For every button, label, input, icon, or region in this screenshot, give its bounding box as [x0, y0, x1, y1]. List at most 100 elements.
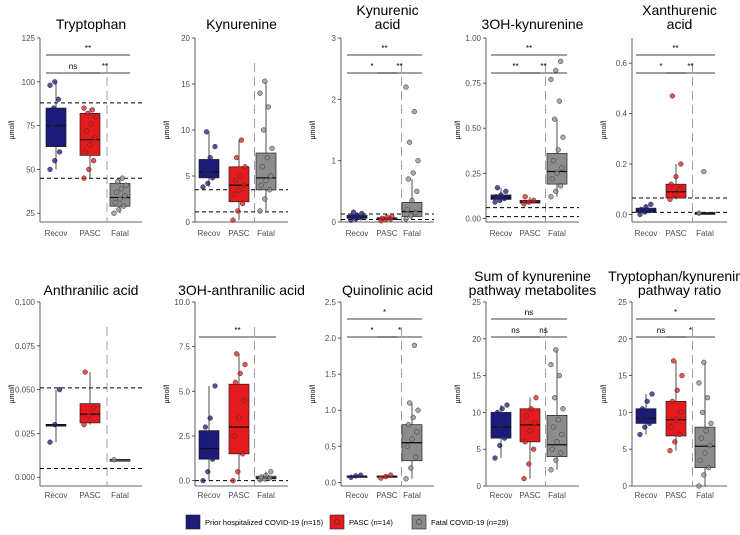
point-fatal: [550, 424, 557, 430]
point-fatal: [260, 127, 267, 133]
point-fatal: [557, 183, 564, 189]
point-pasc: [668, 424, 674, 430]
x-tick-label-pasc: PASC: [519, 229, 540, 238]
point-pasc: [676, 186, 683, 192]
x-tick-label-fatal: Fatal: [696, 491, 714, 500]
point-fatal: [415, 407, 421, 413]
point-fatal: [557, 58, 564, 65]
significance-label: **: [396, 62, 402, 71]
y-tick-label: 20: [472, 335, 481, 344]
significance-label: *: [370, 326, 373, 335]
x-tick-label-pasc: PASC: [665, 491, 686, 500]
point-pasc: [89, 107, 96, 113]
point-recov: [643, 204, 649, 210]
point-pasc: [530, 197, 537, 204]
point-fatal: [119, 175, 126, 181]
point-pasc: [81, 175, 87, 181]
x-tick-label-pasc: PASC: [79, 229, 100, 238]
x-tick-label-recov: Recov: [635, 229, 658, 238]
significance-label: **: [234, 326, 240, 335]
panel-title: Quinolinic acid: [342, 282, 433, 298]
point-recov: [53, 131, 59, 138]
significance-label: *: [674, 308, 677, 317]
point-fatal: [404, 443, 410, 449]
y-tick-label: 2.5: [179, 432, 191, 441]
point-fatal: [550, 158, 557, 164]
significance-label: ns: [69, 62, 77, 71]
point-fatal: [548, 361, 554, 368]
point-fatal: [410, 170, 416, 176]
panel-1: Tryptophan 25 50 75 100 125 µmol/l Recov PASC Fat…: [9, 16, 142, 238]
point-recov: [202, 424, 209, 430]
point-pasc: [81, 422, 87, 428]
point-pasc: [242, 164, 248, 170]
point-fatal: [112, 200, 118, 206]
significance-label: *: [370, 62, 373, 71]
point-fatal: [268, 173, 274, 179]
point-recov: [212, 143, 218, 150]
point-fatal: [264, 154, 270, 161]
point-pasc: [233, 351, 240, 357]
y-tick-label: 20: [181, 34, 190, 43]
y-axis-label: µmol/l: [455, 120, 462, 139]
panel-6: Anthranilic acid 0.000 0.025 0.050 0.075 0.10…: [9, 282, 142, 500]
box-pasc: [79, 113, 101, 156]
point-pasc: [231, 191, 237, 198]
panel-title-line-1: Tryptophan/kynurenine: [608, 268, 740, 284]
point-fatal: [415, 158, 421, 164]
x-tick-label-fatal: Fatal: [548, 229, 566, 238]
point-recov: [644, 398, 650, 405]
point-recov: [47, 166, 53, 173]
point-fatal: [696, 210, 702, 216]
point-fatal: [262, 196, 268, 202]
point-pasc: [678, 409, 684, 416]
point-fatal: [406, 400, 413, 406]
point-fatal: [549, 176, 555, 182]
point-pasc: [84, 110, 91, 117]
point-pasc: [235, 469, 241, 475]
point-pasc: [237, 370, 243, 377]
x-tick-label-fatal: Fatal: [548, 491, 566, 500]
point-pasc: [674, 387, 680, 393]
point-fatal: [554, 170, 560, 176]
point-recov: [56, 149, 63, 155]
point-pasc: [235, 208, 241, 214]
point-recov: [350, 209, 357, 215]
point-fatal: [258, 474, 264, 480]
panel-title-line-1: Sum of kynurenine: [474, 268, 591, 284]
point-fatal: [551, 395, 558, 401]
point-fatal: [555, 417, 561, 423]
y-tick-label: 10.0: [174, 298, 190, 307]
point-recov: [59, 110, 65, 117]
point-pasc: [231, 433, 237, 439]
y-tick-label: 15: [618, 372, 627, 381]
point-recov: [56, 386, 63, 393]
y-tick-label: 25: [472, 298, 481, 307]
point-pasc: [383, 473, 389, 480]
panel-7: 3OH-anthranilic acid 0.0 2.5 5.0 7.5 10.0 µmol…: [164, 282, 305, 500]
point-fatal: [408, 465, 414, 471]
point-pasc: [87, 142, 93, 148]
point-recov: [200, 184, 206, 190]
y-axis-label: µmol/l: [455, 384, 462, 403]
y-tick-label: 25: [618, 298, 627, 307]
y-tick-label: 0.75: [465, 79, 481, 88]
point-recov: [349, 213, 355, 220]
point-fatal: [696, 483, 702, 489]
y-tick-label: 5: [623, 445, 628, 454]
significance-label: *: [659, 62, 662, 71]
point-recov: [494, 185, 501, 191]
point-pasc: [378, 475, 384, 481]
y-tick-label: 1: [332, 157, 337, 166]
point-pasc: [673, 173, 679, 180]
point-recov: [638, 206, 644, 213]
point-fatal: [405, 176, 412, 182]
point-recov: [639, 406, 646, 412]
point-fatal: [701, 168, 707, 175]
point-fatal: [549, 446, 555, 452]
point-fatal: [414, 188, 420, 194]
y-tick-label: 0.0: [179, 477, 191, 486]
point-fatal: [122, 193, 128, 199]
y-tick-label: 2.0: [325, 334, 337, 343]
